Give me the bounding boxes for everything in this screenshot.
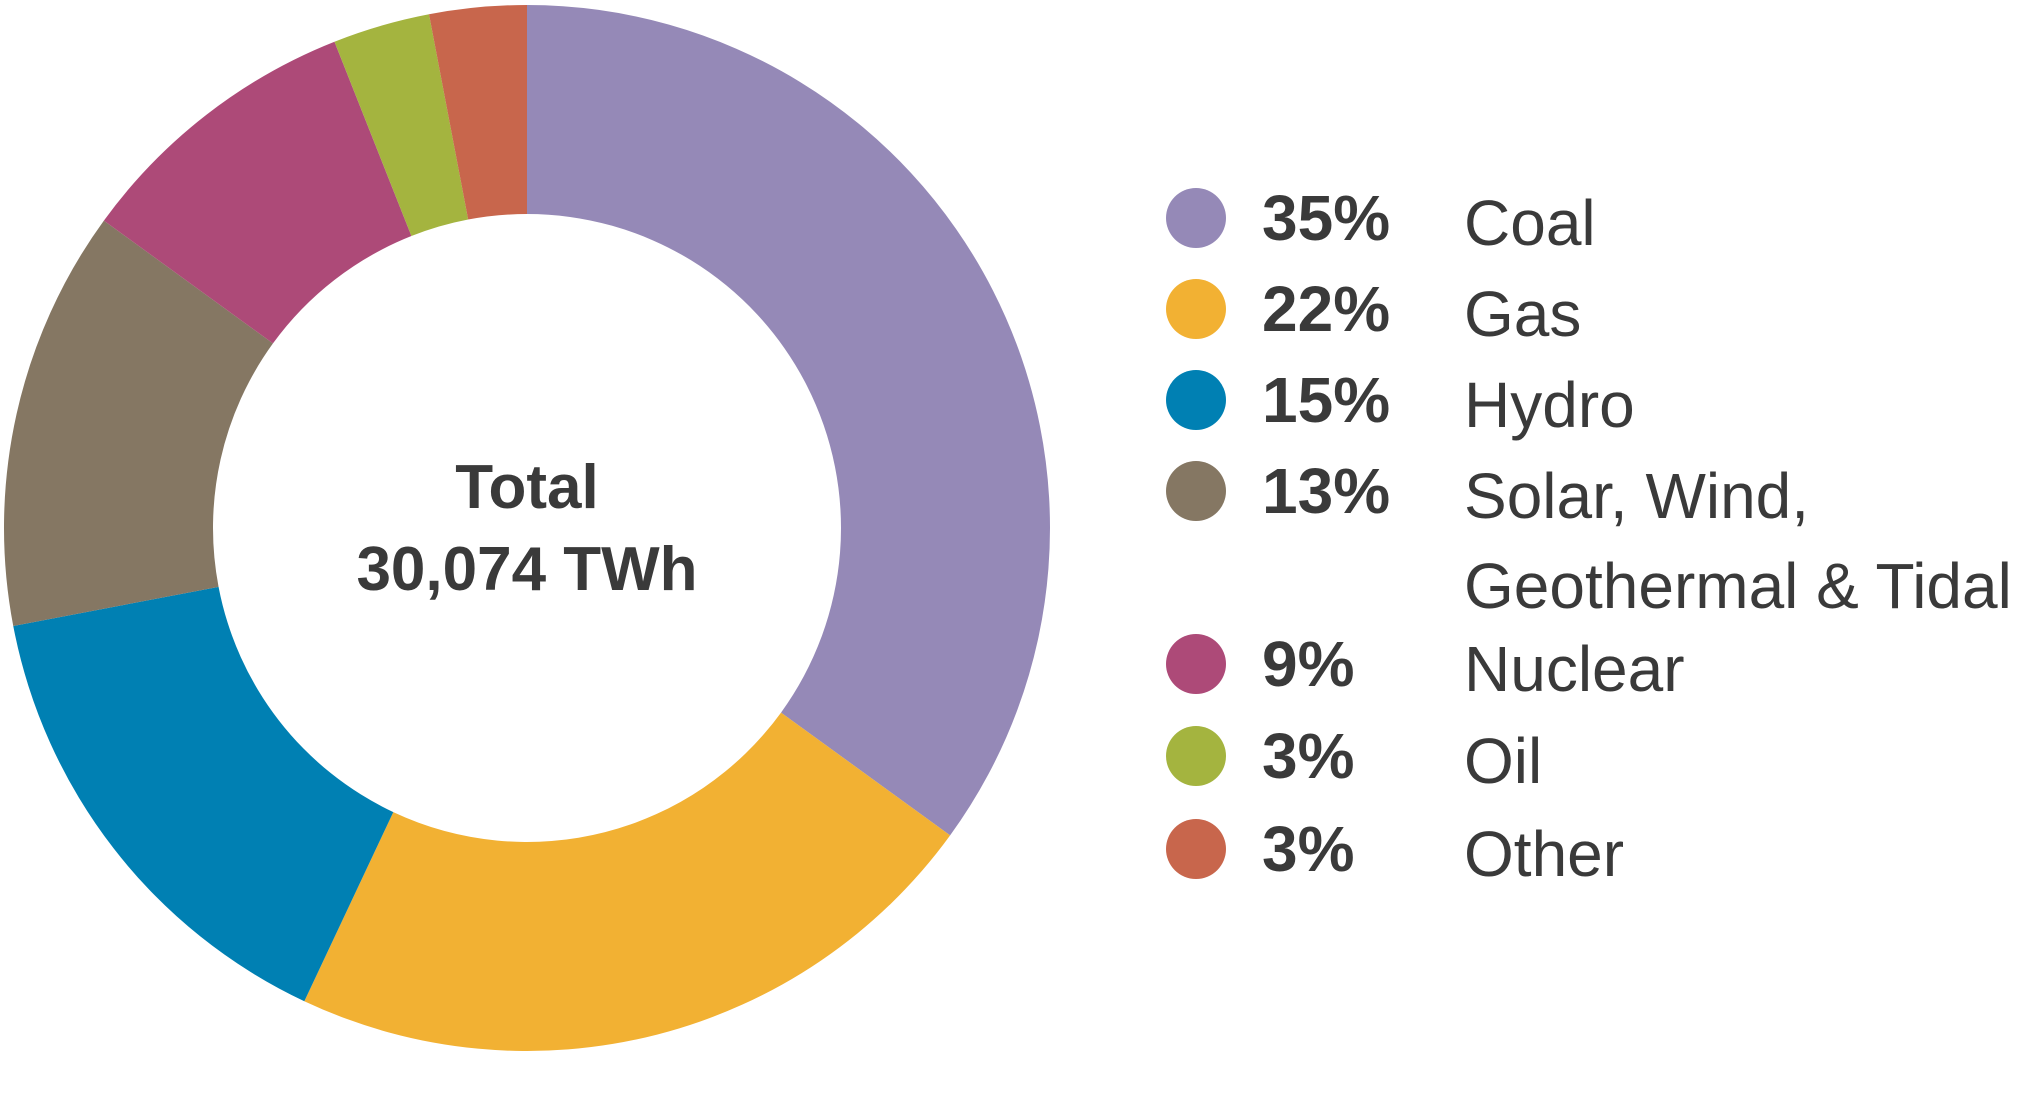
slice-hydro	[13, 586, 394, 1002]
legend-percent-nuclear: 9%	[1262, 628, 1355, 700]
legend-percent-gas: 22%	[1262, 273, 1391, 345]
legend-item-solar-wind-geothermal-tidal: 13% Solar, Wind, Geothermal & Tidal	[1166, 451, 2026, 622]
legend-item-oil: 3% Oil	[1166, 716, 2026, 797]
legend-item-nuclear: 9% Nuclear	[1166, 624, 2026, 705]
legend-swatch-coal	[1166, 188, 1226, 248]
legend-swatch-nuclear	[1166, 634, 1226, 694]
legend-label-oil: Oil	[1464, 725, 1543, 797]
legend-percent-hydro: 15%	[1262, 364, 1391, 436]
legend-label-hydro: Hydro	[1464, 369, 1635, 441]
legend-label-solar-wind-geothermal-tidal: Solar, Wind, Geothermal & Tidal	[1464, 460, 2012, 622]
legend-swatch-gas	[1166, 279, 1226, 339]
legend-percent-oil: 3%	[1262, 720, 1355, 792]
slice-oil	[334, 14, 469, 237]
legend-item-gas: 22% Gas	[1166, 269, 2026, 350]
legend-label-coal: Coal	[1464, 187, 1596, 259]
legend-item-hydro: 15% Hydro	[1166, 360, 2026, 441]
legend-swatch-solar-wind-geothermal-tidal	[1166, 461, 1226, 521]
legend-label-other: Other	[1464, 818, 1625, 890]
center-title: Total	[455, 453, 599, 522]
slice-coal	[527, 5, 1050, 836]
legend-label-gas: Gas	[1464, 278, 1582, 350]
center-total-value: 30,074 TWh	[356, 535, 697, 604]
slice-solar-wind-geothermal-tidal	[4, 220, 273, 627]
legend-percent-coal: 35%	[1262, 182, 1391, 254]
slice-other	[428, 5, 527, 220]
legend-item-other: 3% Other	[1166, 809, 2026, 890]
legend-percent-solar-wind-geothermal-tidal: 13%	[1262, 455, 1391, 527]
legend-swatch-oil	[1166, 726, 1226, 786]
legend-swatch-other	[1166, 819, 1226, 879]
legend-swatch-hydro	[1166, 370, 1226, 430]
slice-gas	[304, 712, 951, 1051]
legend-percent-other: 3%	[1262, 813, 1355, 885]
legend-item-coal: 35% Coal	[1166, 178, 2026, 259]
slice-nuclear	[103, 41, 412, 344]
legend-label-nuclear: Nuclear	[1464, 633, 1685, 705]
donut-slices	[4, 5, 1050, 1051]
